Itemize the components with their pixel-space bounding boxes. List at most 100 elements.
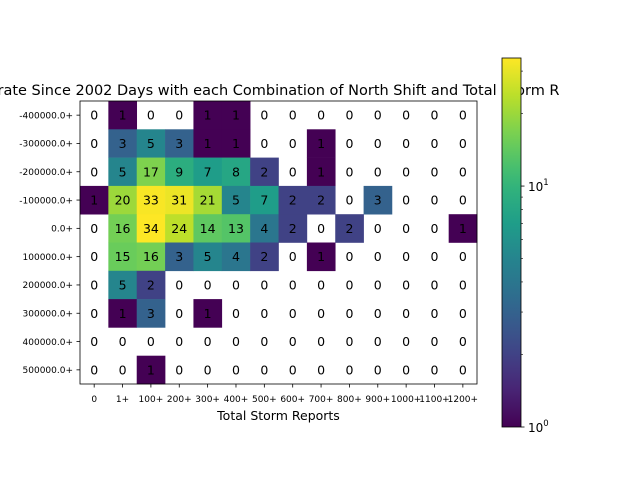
cell-value-label: 0 bbox=[431, 277, 439, 292]
cell-value-label: 0 bbox=[459, 164, 467, 179]
colorbar-tick-label: 101 bbox=[528, 178, 549, 194]
heatmap-cell bbox=[278, 185, 308, 215]
cell-value-label: 0 bbox=[317, 334, 325, 349]
cell-value-label: 0 bbox=[119, 334, 127, 349]
cell-value-label: 0 bbox=[90, 108, 98, 123]
x-axis-ticks: 0 1+ 100+ 200+ 300+ 400+ 500+ 600+ 700+ 800+ 900+ 1… bbox=[91, 384, 478, 405]
cell-value-label: 17 bbox=[143, 164, 159, 179]
cell-value-label: 0 bbox=[289, 108, 297, 123]
heatmap-cell bbox=[193, 299, 223, 328]
cell-value-label: 0 bbox=[402, 221, 410, 236]
cell-value-label: 0 bbox=[459, 249, 467, 264]
heatmap-cell bbox=[136, 270, 166, 300]
cell-value-label: 1 bbox=[90, 193, 98, 208]
cell-value-label: 0 bbox=[260, 136, 268, 151]
heatmap-cell bbox=[136, 299, 166, 328]
cell-value-label: 3 bbox=[119, 136, 127, 151]
x-tick-label: 900+ bbox=[365, 395, 390, 405]
cell-value-label: 0 bbox=[289, 249, 297, 264]
heatmap-cell bbox=[108, 101, 138, 130]
cell-value-label: 0 bbox=[345, 164, 353, 179]
cell-value-label: 0 bbox=[90, 334, 98, 349]
cell-value-label: 0 bbox=[345, 334, 353, 349]
heatmap-cell bbox=[136, 355, 166, 385]
cell-value-label: 0 bbox=[317, 362, 325, 377]
cell-value-label: 0 bbox=[345, 136, 353, 151]
cell-value-label: 1 bbox=[119, 108, 127, 123]
cell-value-label: 7 bbox=[260, 193, 268, 208]
cell-value-label: 1 bbox=[204, 136, 212, 151]
cell-value-label: 0 bbox=[402, 164, 410, 179]
cell-value-label: 0 bbox=[232, 362, 240, 377]
heatmap-cell bbox=[306, 242, 336, 272]
heatmap-cell bbox=[221, 157, 251, 187]
colorbar-tick-label: 100 bbox=[528, 419, 549, 435]
cell-value-label: 0 bbox=[345, 277, 353, 292]
cell-value-label: 2 bbox=[260, 249, 268, 264]
heatmap-cell bbox=[136, 242, 166, 272]
chart-title: rate Since 2002 Days with each Combinati… bbox=[0, 83, 560, 99]
heatmap-cell bbox=[136, 185, 166, 215]
cell-value-label: 0 bbox=[232, 306, 240, 321]
heatmap-cell bbox=[221, 129, 251, 158]
x-tick-label: 300+ bbox=[195, 395, 220, 405]
cell-value-label: 1 bbox=[232, 108, 240, 123]
y-tick-label: 200000.0+ bbox=[23, 281, 73, 291]
cell-value-label: 0 bbox=[374, 277, 382, 292]
heatmap-cell bbox=[448, 214, 478, 243]
cell-value-label: 0 bbox=[260, 334, 268, 349]
cell-value-label: 0 bbox=[374, 306, 382, 321]
heatmap-cell bbox=[250, 242, 279, 272]
cell-value-label: 0 bbox=[402, 108, 410, 123]
heatmap-cell bbox=[108, 185, 138, 215]
heatmap-cell bbox=[335, 214, 364, 243]
cell-value-label: 2 bbox=[317, 193, 325, 208]
cell-value-label: 0 bbox=[459, 334, 467, 349]
cell-value-label: 0 bbox=[431, 334, 439, 349]
cell-value-label: 1 bbox=[317, 136, 325, 151]
heatmap-cells bbox=[80, 101, 478, 385]
heatmap-cell bbox=[136, 157, 166, 187]
heatmap-cell bbox=[108, 270, 138, 300]
cell-value-label: 0 bbox=[345, 193, 353, 208]
cell-value-label: 7 bbox=[204, 164, 212, 179]
cell-value-label: 0 bbox=[402, 193, 410, 208]
cell-value-label: 5 bbox=[119, 277, 127, 292]
y-tick-label: -200000.0+ bbox=[19, 168, 73, 178]
cell-value-label: 0 bbox=[90, 306, 98, 321]
heatmap-cell bbox=[193, 157, 223, 187]
cell-value-label: 16 bbox=[143, 249, 159, 264]
cell-value-label: 5 bbox=[204, 249, 212, 264]
y-tick-label: 0.0+ bbox=[51, 225, 73, 235]
cell-value-label: 0 bbox=[90, 164, 98, 179]
cell-value-label: 0 bbox=[402, 334, 410, 349]
cell-value-label: 0 bbox=[204, 277, 212, 292]
cell-value-label: 33 bbox=[143, 193, 159, 208]
heatmap-cell bbox=[306, 185, 336, 215]
cell-value-label: 0 bbox=[90, 221, 98, 236]
cell-value-label: 1 bbox=[317, 249, 325, 264]
cell-value-label: 0 bbox=[431, 136, 439, 151]
heatmap-cell bbox=[165, 185, 194, 215]
heatmap-cell bbox=[108, 214, 138, 243]
heatmap-cell bbox=[165, 214, 194, 243]
cell-value-label: 1 bbox=[204, 108, 212, 123]
cell-value-label: 0 bbox=[260, 108, 268, 123]
cell-value-label: 34 bbox=[143, 221, 159, 236]
cell-value-label: 20 bbox=[115, 193, 131, 208]
heatmap-cell bbox=[136, 214, 166, 243]
cell-value-label: 0 bbox=[289, 136, 297, 151]
cell-value-label: 0 bbox=[289, 362, 297, 377]
cell-value-label: 0 bbox=[459, 277, 467, 292]
y-tick-label: 300000.0+ bbox=[23, 309, 73, 319]
cell-value-label: 0 bbox=[175, 306, 183, 321]
x-tick-label: 0 bbox=[91, 395, 97, 405]
cell-value-label: 1 bbox=[147, 362, 155, 377]
cell-value-label: 0 bbox=[289, 277, 297, 292]
cell-value-label: 16 bbox=[115, 221, 131, 236]
cell-value-label: 1 bbox=[232, 136, 240, 151]
heatmap-cell bbox=[221, 185, 251, 215]
cell-value-label: 0 bbox=[317, 108, 325, 123]
heatmap-cell bbox=[165, 242, 194, 272]
